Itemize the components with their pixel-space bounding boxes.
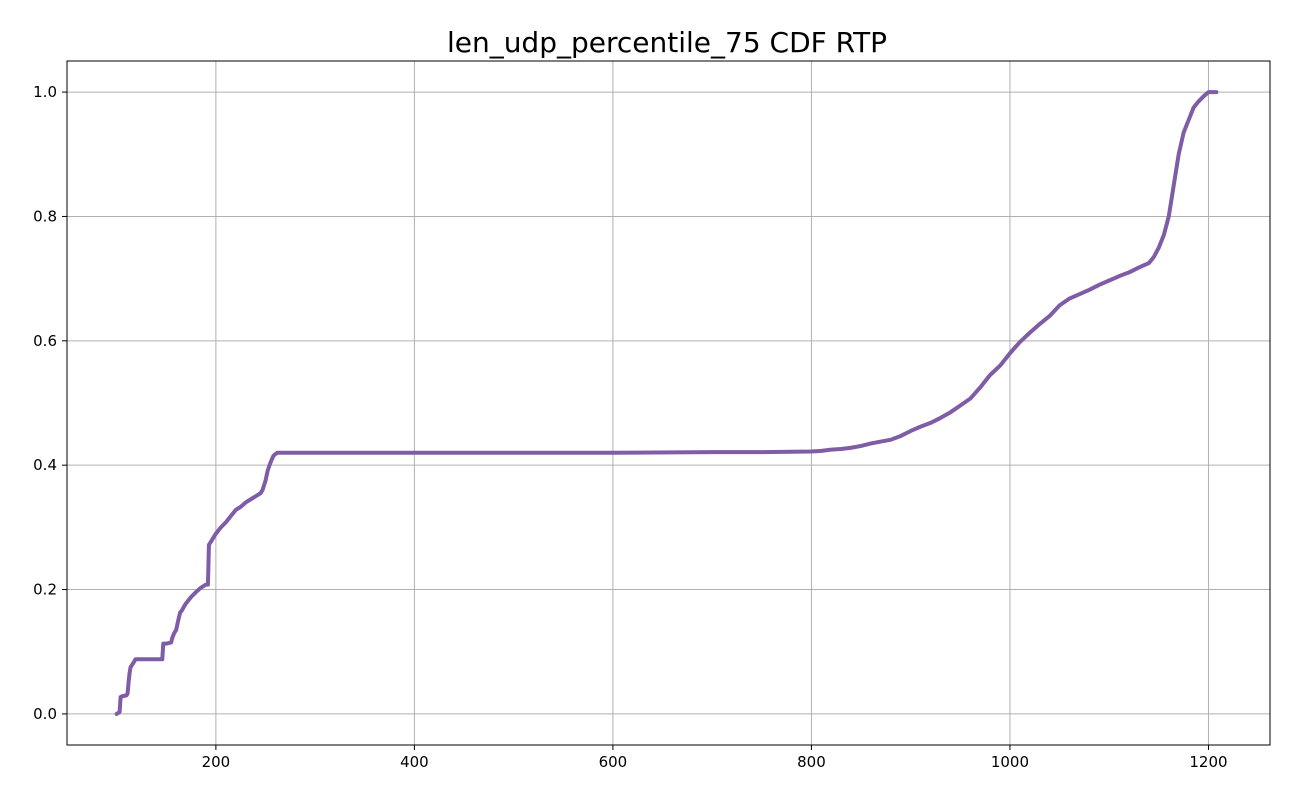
x-tick-label: 200	[202, 753, 231, 771]
series-layer	[114, 90, 1219, 716]
x-tick-label: 600	[599, 753, 628, 771]
x-tick-label: 800	[797, 753, 826, 771]
y-tick-label: 0.8	[33, 207, 57, 225]
y-tick-label: 0.4	[33, 456, 57, 474]
y-tick-label: 0.6	[33, 332, 57, 350]
x-axis-ticks: 200 400 600 800 1000 1200	[202, 745, 1228, 771]
axes	[66, 60, 1271, 746]
y-tick-label: 0.2	[33, 581, 57, 599]
chart-title: len_udp_percentile_75 CDF RTP	[447, 26, 887, 59]
y-tick-label: 1.0	[33, 83, 57, 101]
grid-lines	[67, 61, 1270, 745]
y-axis-ticks: 0.0 0.2 0.4 0.6 0.8 1.0	[33, 83, 67, 723]
x-tick-label: 400	[400, 753, 429, 771]
x-tick-label: 1200	[1189, 753, 1227, 771]
plot-frame	[66, 60, 1271, 746]
x-tick-label: 1000	[991, 753, 1029, 771]
cdf-series-line	[114, 90, 1219, 716]
y-tick-label: 0.0	[33, 705, 57, 723]
